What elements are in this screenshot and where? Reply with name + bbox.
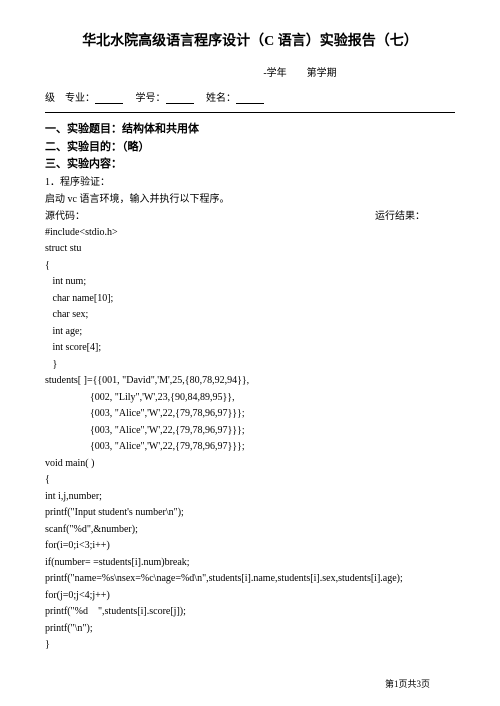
info-line: 级 专业： 学号： 姓名： <box>45 89 455 104</box>
code-line: int i,j,number; <box>45 489 455 506</box>
code-line: } <box>45 637 455 654</box>
code-line: for(i=0;i<3;i++) <box>45 538 455 555</box>
divider <box>45 112 455 113</box>
source-line: 源代码： 运行结果： <box>45 208 455 225</box>
code-line: printf("name=%s\nsex=%c\nage=%d\n",stude… <box>45 571 455 588</box>
code-line: int age; <box>45 324 455 341</box>
code-line: char sex; <box>45 307 455 324</box>
result-label: 运行结果： <box>375 208 425 225</box>
code-line: scanf("%d",&number); <box>45 522 455 539</box>
code-line: { <box>45 258 455 275</box>
code-line: students[ ]={{001, "David",'M',25,{80,78… <box>45 373 455 390</box>
doc-subtitle: -学年 第学期 <box>45 64 455 79</box>
code-line: int num; <box>45 274 455 291</box>
code-line: {002, "Lily",'W',23,{90,84,89,95}}, <box>45 390 455 407</box>
code-line: {003, "Alice",'W',22,{79,78,96,97}}}; <box>45 423 455 440</box>
blank-id <box>166 93 194 104</box>
code-line: struct stu <box>45 241 455 258</box>
section-1: 一、实验题目：结构体和共用体 <box>45 121 455 139</box>
code-line: void main( ) <box>45 456 455 473</box>
para-2: 启动 vc 语言环境，输入并执行以下程序。 <box>45 191 455 208</box>
blank-name <box>236 93 264 104</box>
section-2: 二、实验目的：（略） <box>45 139 455 157</box>
section-3: 三、实验内容： <box>45 156 455 174</box>
src-label: 源代码： <box>45 211 85 222</box>
code-line: char name[10]; <box>45 291 455 308</box>
code-line: printf("%d ",students[i].score[j]); <box>45 604 455 621</box>
page-footer: 第1页共3页 <box>385 677 430 690</box>
code-line: #include<stdio.h> <box>45 225 455 242</box>
code-line: for(j=0;j<4;j++) <box>45 588 455 605</box>
code-line: } <box>45 357 455 374</box>
name-label: 姓名： <box>196 93 236 104</box>
blank-major <box>95 93 123 104</box>
code-line: int score[4]; <box>45 340 455 357</box>
code-line: printf("\n"); <box>45 621 455 638</box>
code-line: {003, "Alice",'W',22,{79,78,96,97}}}; <box>45 439 455 456</box>
id-label: 学号： <box>126 93 166 104</box>
doc-title: 华北水院高级语言程序设计（C 语言）实验报告（七） <box>45 30 455 50</box>
code-line: printf("Input student's number\n"); <box>45 505 455 522</box>
code-line: {003, "Alice",'W',22,{79,78,96,97}}}; <box>45 406 455 423</box>
para-1: 1．程序验证： <box>45 174 455 191</box>
code-line: { <box>45 472 455 489</box>
code-line: if(number= =students[i].num)break; <box>45 555 455 572</box>
grade-label: 级 专业： <box>45 93 95 104</box>
